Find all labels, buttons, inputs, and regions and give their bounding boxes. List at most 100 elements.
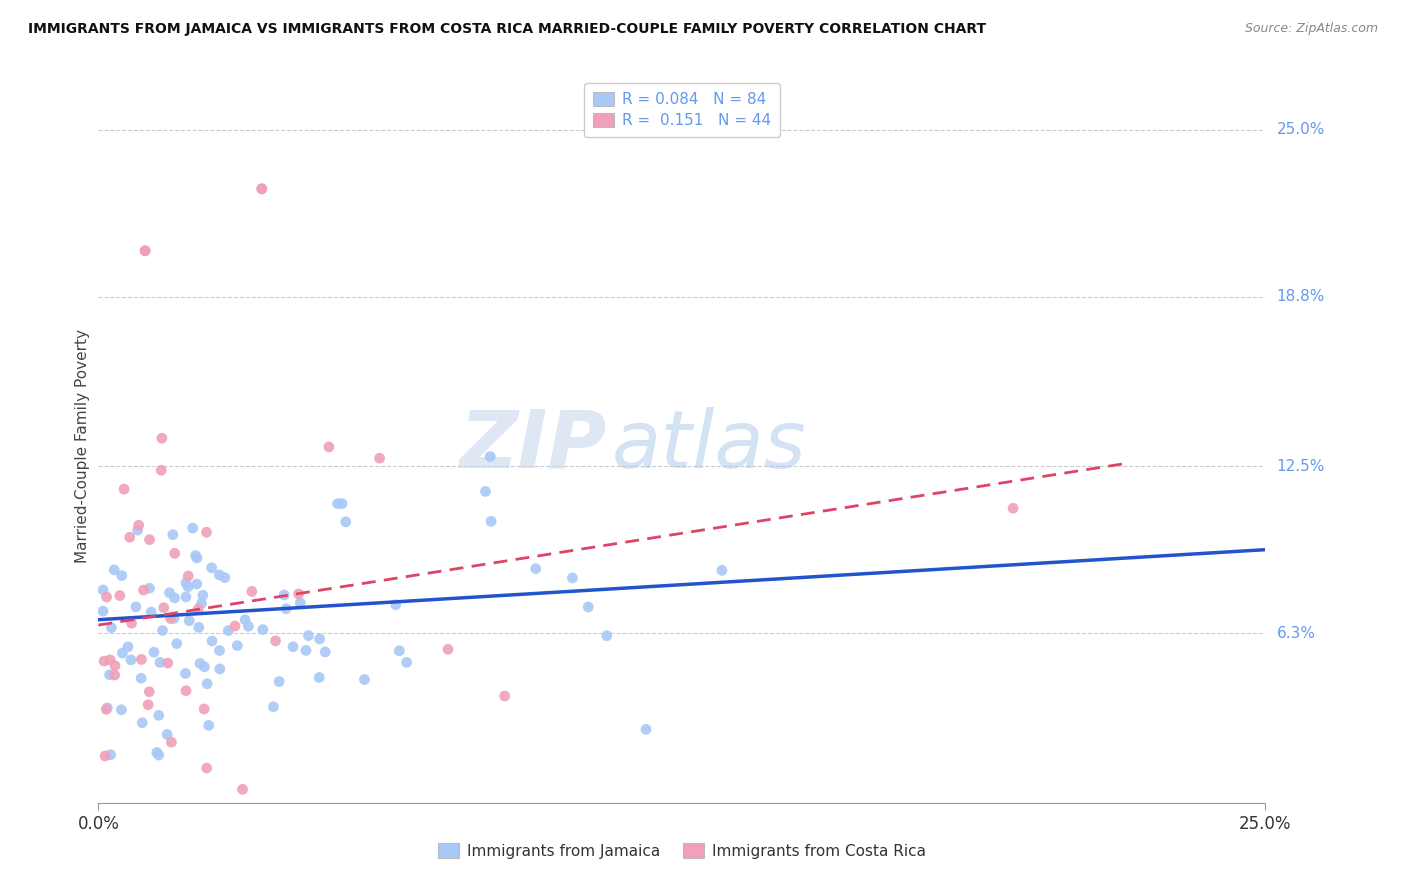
Point	[148, 747, 170, 762]
Point	[264, 633, 287, 648]
Point	[110, 703, 132, 717]
Point	[96, 700, 118, 714]
Point	[174, 590, 197, 604]
Point	[174, 683, 197, 698]
Text: 6.3%: 6.3%	[1277, 625, 1316, 640]
Point	[93, 654, 115, 668]
Point	[98, 668, 121, 682]
Point	[208, 567, 231, 582]
Point	[160, 735, 183, 749]
Point	[634, 723, 657, 737]
Point	[187, 620, 209, 634]
Point	[274, 601, 297, 615]
Point	[273, 588, 295, 602]
Point	[108, 589, 131, 603]
Point	[252, 623, 274, 637]
Point	[132, 583, 155, 598]
Point	[166, 637, 188, 651]
Point	[131, 652, 153, 666]
Text: Source: ZipAtlas.com: Source: ZipAtlas.com	[1244, 22, 1378, 36]
Point	[217, 624, 239, 638]
Point	[159, 611, 181, 625]
Point	[267, 674, 290, 689]
Point	[150, 463, 173, 477]
Point	[193, 660, 215, 674]
Point	[150, 431, 173, 445]
Point	[184, 549, 207, 563]
Text: ZIP: ZIP	[458, 407, 606, 485]
Point	[710, 563, 733, 577]
Point	[208, 662, 231, 676]
Point	[163, 591, 186, 605]
Point	[177, 569, 200, 583]
Point	[104, 668, 127, 682]
Text: IMMIGRANTS FROM JAMAICA VS IMMIGRANTS FROM COSTA RICA MARRIED-COUPLE FAMILY POVE: IMMIGRANTS FROM JAMAICA VS IMMIGRANTS FR…	[28, 22, 986, 37]
Point	[201, 634, 224, 648]
Point	[191, 588, 214, 602]
Point	[224, 619, 246, 633]
Point	[91, 604, 114, 618]
Point	[368, 451, 391, 466]
Point	[195, 525, 218, 540]
Point	[127, 523, 149, 537]
Point	[138, 684, 160, 698]
Point	[318, 440, 340, 454]
Point	[134, 244, 156, 258]
Point	[152, 624, 174, 638]
Point	[335, 515, 357, 529]
Point	[195, 761, 218, 775]
Point	[163, 611, 186, 625]
Point	[138, 533, 160, 547]
Point	[120, 653, 142, 667]
Point	[232, 782, 254, 797]
Point	[179, 614, 201, 628]
Point	[96, 590, 118, 604]
Text: 25.0%: 25.0%	[1277, 122, 1324, 137]
Point	[156, 656, 179, 670]
Point	[142, 645, 165, 659]
Point	[250, 182, 273, 196]
Point	[479, 450, 502, 464]
Point	[287, 587, 309, 601]
Point	[141, 605, 163, 619]
Point	[330, 497, 353, 511]
Point	[159, 586, 181, 600]
Point	[226, 639, 249, 653]
Point	[146, 746, 169, 760]
Point	[103, 563, 125, 577]
Point	[561, 571, 583, 585]
Point	[125, 599, 148, 614]
Point	[295, 643, 318, 657]
Point	[186, 550, 208, 565]
Point	[1002, 501, 1025, 516]
Point	[129, 671, 152, 685]
Point	[326, 497, 349, 511]
Point	[118, 530, 141, 544]
Point	[131, 715, 153, 730]
Point	[308, 632, 330, 646]
Point	[149, 656, 172, 670]
Y-axis label: Married-Couple Family Poverty: Married-Couple Family Poverty	[75, 329, 90, 563]
Text: 18.8%: 18.8%	[1277, 289, 1324, 304]
Point	[112, 482, 135, 496]
Point	[121, 616, 143, 631]
Point	[174, 666, 197, 681]
Point	[524, 561, 547, 575]
Point	[188, 657, 211, 671]
Point	[208, 643, 231, 657]
Text: 12.5%: 12.5%	[1277, 458, 1324, 474]
Point	[314, 645, 336, 659]
Point	[494, 689, 516, 703]
Text: atlas: atlas	[612, 407, 807, 485]
Point	[111, 646, 134, 660]
Point	[98, 653, 121, 667]
Point	[388, 644, 411, 658]
Point	[437, 642, 460, 657]
Point	[148, 708, 170, 723]
Point	[297, 629, 319, 643]
Point	[474, 484, 496, 499]
Point	[104, 658, 127, 673]
Point	[152, 600, 174, 615]
Point	[290, 596, 312, 610]
Point	[214, 571, 236, 585]
